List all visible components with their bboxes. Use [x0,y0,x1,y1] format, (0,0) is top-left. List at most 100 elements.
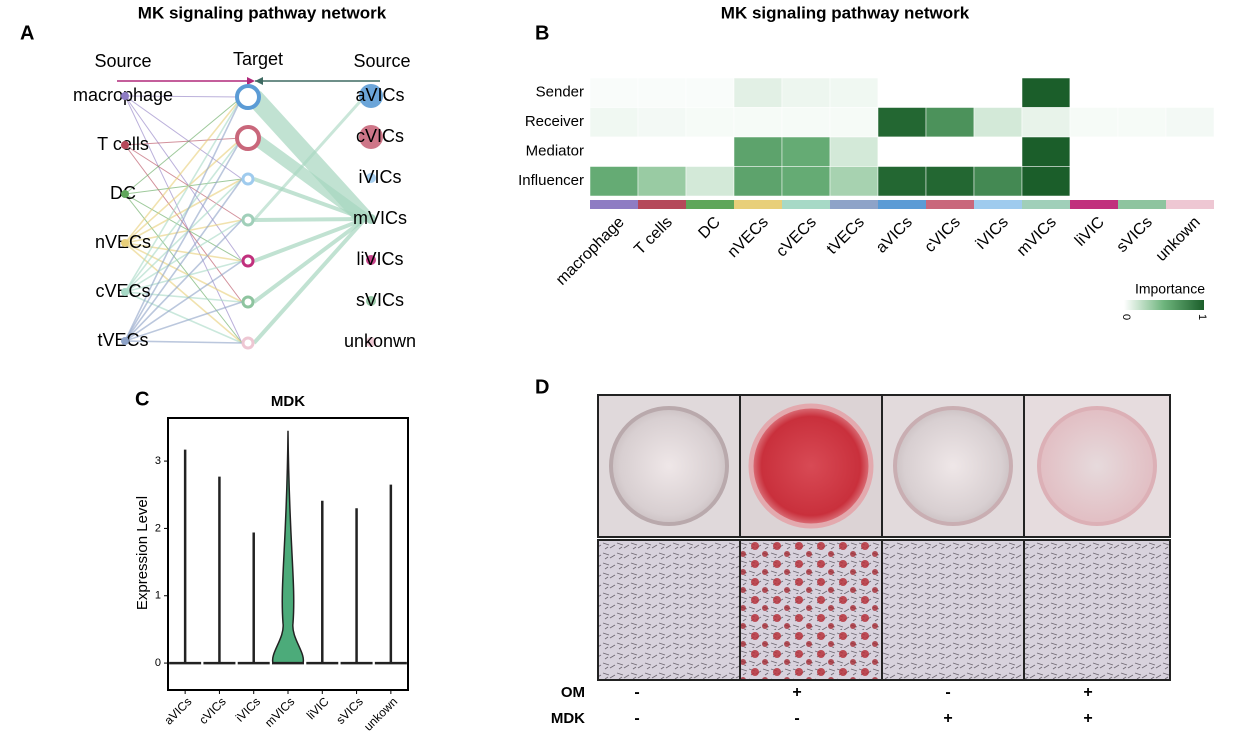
column-label: cVECs [773,214,820,261]
heatmap-cell [973,166,1023,197]
heatmap-cell [925,107,975,138]
source-node-label: iVICs [358,167,401,187]
edge [250,133,369,224]
heatmap-cell [1117,77,1167,108]
column-label: iVICs [973,214,1012,253]
panel-title: MDK [271,393,305,410]
column-color [1022,200,1070,209]
edge [252,217,367,304]
legend-tick-label: 0 [1120,314,1132,320]
source-node [366,255,376,265]
x-tick-label: cVICs [196,694,229,727]
edge [124,291,243,303]
column-color [1118,200,1166,209]
panel-title: MK signaling pathway network [721,3,970,22]
well [609,406,729,526]
heatmap-cell [685,107,735,138]
heatmap-cell [733,136,783,167]
panel-title: MK signaling pathway network [138,3,387,22]
source-node-label: mVICs [353,208,407,228]
heatmap-cell [877,77,927,108]
source-node [359,84,383,108]
condition-mark: - [794,710,799,727]
edge [124,178,243,244]
well [893,406,1013,526]
x-tick-label: iVICs [233,694,263,724]
edge [124,96,243,195]
edge [124,193,243,262]
x-tick-label: aVICs [161,694,194,727]
edge [124,137,243,244]
heatmap-cell [1117,136,1167,167]
x-tick-label: mVICs [262,694,297,729]
target-node [235,125,261,151]
heatmap-cell [1117,166,1167,197]
y-tick-label: 2 [155,522,161,534]
row-label: Influencer [518,172,584,189]
heatmap-cell [1117,107,1167,138]
heatmap-cell [637,166,687,197]
condition-mark: + [943,710,952,727]
y-axis-label: Expression Level [134,496,151,610]
heatmap-cell [925,166,975,197]
column-color [686,200,734,209]
heatmap-cell [877,166,927,197]
heatmap-cell [1021,107,1071,138]
source-node [121,141,129,149]
heatmap-cell [589,136,639,167]
heatmap-cell [781,77,831,108]
edge [253,217,366,222]
edge [124,301,243,342]
well [1037,406,1157,526]
heatmap-cell [685,136,735,167]
edge [253,177,366,221]
source-node [121,337,129,345]
legend-tick-label: 1 [1196,314,1208,320]
panel-label: A [20,22,34,44]
edge [124,95,243,262]
heatmap-cell [829,166,879,197]
source-node-label: aVICs [355,85,404,105]
y-tick-label: 3 [155,455,161,467]
heatmap-cell [637,136,687,167]
edge [124,144,243,221]
heatmap-cell [925,136,975,167]
edge [124,219,243,244]
edge [124,95,243,180]
well [748,403,874,529]
heatmap-cell [973,136,1023,167]
heatmap-cell [1165,77,1215,108]
arrowhead [255,77,263,85]
x-tick-label: liVIC [304,694,332,722]
column-color [782,200,830,209]
edge [124,137,243,342]
heatmap-cell [1069,107,1119,138]
target-header: Target [233,49,283,69]
target-node [241,213,255,227]
heatmap-cell [877,107,927,138]
edge [124,242,243,303]
column-color [1166,200,1214,209]
edge [124,144,243,303]
heatmap-cell [781,107,831,138]
heatmap-cell [589,77,639,108]
column-label: tVECs [824,214,868,258]
edge [124,260,243,293]
heatmap-cell [1021,136,1071,167]
column-label: DC [695,214,723,242]
heatmap-cell [973,107,1023,138]
heatmap-cell [1165,136,1215,167]
column-label: aVICs [873,214,916,257]
edge [124,178,243,342]
column-label: macrophage [553,214,628,289]
edge [252,94,367,222]
x-tick-label: sVICs [333,694,366,727]
column-label: nVECs [725,214,772,261]
heatmap-cell [1069,77,1119,108]
edge [124,178,243,293]
edge [252,217,367,345]
edge [124,242,243,262]
heatmap-cell [733,107,783,138]
target-node [235,84,261,110]
heatmap-cell [733,166,783,197]
